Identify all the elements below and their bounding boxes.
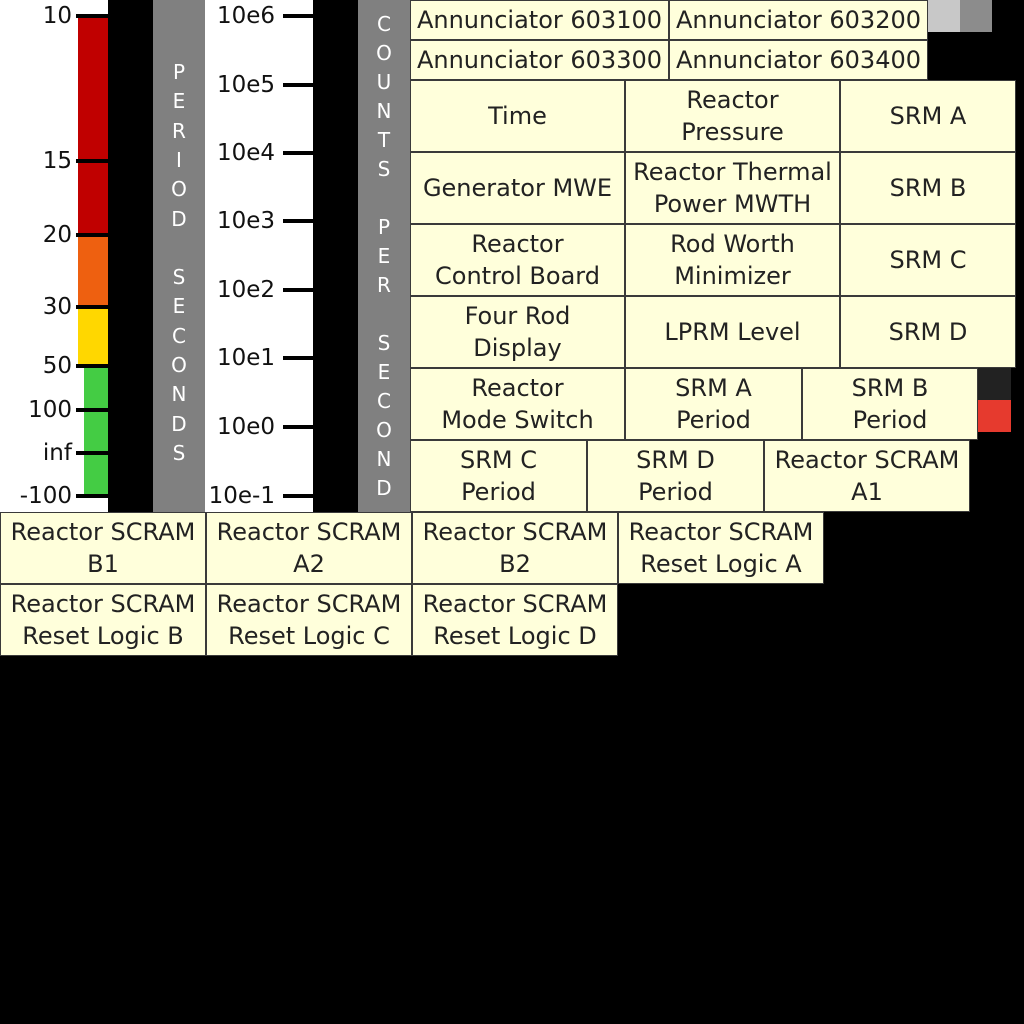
counts-per-second-letter: R <box>377 273 391 297</box>
panel-generator-mwe[interactable]: Generator MWE <box>410 152 625 224</box>
panel-srm-c[interactable]: SRM C <box>840 224 1016 296</box>
panel-reactor-pressure[interactable]: Reactor Pressure <box>625 80 840 152</box>
period-tick-label: 50 <box>42 353 72 379</box>
panel-reactor-scram-a1[interactable]: Reactor SCRAM A1 <box>764 440 970 512</box>
counts-per-second-letter: N <box>376 447 392 471</box>
panel-reactor-scram-reset-logic-d[interactable]: Reactor SCRAM Reset Logic D <box>412 584 618 656</box>
counts-per-second-letter: S <box>377 157 391 181</box>
period-band-red <box>78 14 108 234</box>
annunciator-603300[interactable]: Annunciator 603300 <box>410 40 669 80</box>
period-seconds-letter: O <box>171 177 187 202</box>
period-seconds-letter: C <box>172 323 186 348</box>
counts-tick-mark <box>283 14 313 18</box>
counts-per-second-letter: C <box>377 389 391 413</box>
counts-tick-label: 10e5 <box>216 72 275 98</box>
period-tick-label: -100 <box>19 483 72 509</box>
counts-tick-mark <box>283 356 313 360</box>
panel-reactor-scram-reset-logic-b[interactable]: Reactor SCRAM Reset Logic B <box>0 584 206 656</box>
period-seconds-letter: P <box>172 60 186 84</box>
counts-per-second-letter: P <box>377 215 391 239</box>
panel-reactor-scram-b1[interactable]: Reactor SCRAM B1 <box>0 512 206 584</box>
swatch-mid-gray <box>960 0 992 32</box>
panel-srm-b-period[interactable]: SRM B Period <box>802 368 978 440</box>
panel-reactor-scram-reset-logic-a[interactable]: Reactor SCRAM Reset Logic A <box>618 512 824 584</box>
period-seconds-letter: S <box>172 265 186 290</box>
swatch-light-gray <box>928 0 960 32</box>
period-band-yellow <box>78 308 108 366</box>
panel-srm-d-period[interactable]: SRM D Period <box>587 440 764 512</box>
counts-per-second-letter: E <box>377 360 391 384</box>
period-seconds-letter: S <box>172 440 186 465</box>
period-seconds-letter: I <box>176 147 182 172</box>
period-tick-mark <box>76 305 108 309</box>
period-tick-label: 100 <box>28 397 72 423</box>
annunciator-603200[interactable]: Annunciator 603200 <box>669 0 928 40</box>
panel-srm-a[interactable]: SRM A <box>840 80 1016 152</box>
period-tick-mark <box>76 233 108 237</box>
panel-srm-a-period[interactable]: SRM A Period <box>625 368 802 440</box>
period-band-green <box>84 366 108 496</box>
panel-srm-d[interactable]: SRM D <box>840 296 1016 368</box>
counts-tick-mark <box>283 425 313 429</box>
annunciator-603100[interactable]: Annunciator 603100 <box>410 0 669 40</box>
period-seconds-letter: E <box>172 89 186 114</box>
counts-tick-mark <box>283 219 313 223</box>
counts-tick-label: 10e2 <box>216 277 275 303</box>
panel-srm-c-period[interactable]: SRM C Period <box>410 440 587 512</box>
annunciator-603400[interactable]: Annunciator 603400 <box>669 40 928 80</box>
period-tick-label: inf <box>42 440 72 466</box>
panel-reactor-scram-b2[interactable]: Reactor SCRAM B2 <box>412 512 618 584</box>
panel-time[interactable]: Time <box>410 80 625 152</box>
counts-per-second-letter: U <box>376 70 392 94</box>
panel-four-rod-display[interactable]: Four Rod Display <box>410 296 625 368</box>
counts-tick-label: 10e4 <box>216 140 275 166</box>
counts-per-second-letter: E <box>377 244 391 268</box>
period-tick-mark <box>76 451 108 455</box>
counts-per-second-letter: T <box>377 128 391 152</box>
counts-per-second-letter: S <box>377 331 391 355</box>
counts-per-second-letter: D <box>376 476 392 500</box>
period-tick-mark <box>76 408 108 412</box>
period-tick-mark <box>76 14 108 18</box>
period-band-orange <box>78 234 108 308</box>
counts-tick-mark <box>283 83 313 87</box>
period-tick-label: 10 <box>42 3 72 29</box>
period-seconds-letter: N <box>171 382 187 407</box>
period-seconds-letter: R <box>172 118 186 143</box>
period-seconds-letter: D <box>171 206 187 231</box>
panel-srm-b[interactable]: SRM B <box>840 152 1016 224</box>
counts-tick-label: 10e1 <box>216 345 275 371</box>
period-tick-mark <box>76 494 108 498</box>
period-seconds-letter: E <box>172 294 186 319</box>
panel-reactor-mode-switch[interactable]: Reactor Mode Switch <box>410 368 625 440</box>
period-seconds-letter: D <box>171 411 187 436</box>
counts-tick-mark <box>283 151 313 155</box>
period-tick-mark <box>76 159 108 163</box>
panel-reactor-thermal-power[interactable]: Reactor Thermal Power MWTH <box>625 152 840 224</box>
panel-reactor-scram-a2[interactable]: Reactor SCRAM A2 <box>206 512 412 584</box>
counts-per-second-letter: N <box>376 99 392 123</box>
counts-tick-mark <box>283 494 313 498</box>
swatch-dark <box>978 368 1011 400</box>
panel-reactor-scram-reset-logic-c[interactable]: Reactor SCRAM Reset Logic C <box>206 584 412 656</box>
panel-reactor-control-board[interactable]: Reactor Control Board <box>410 224 625 296</box>
period-tick-label: 30 <box>42 294 72 320</box>
period-tick-mark <box>76 364 108 368</box>
counts-per-second-letter: O <box>376 41 392 65</box>
counts-tick-label: 10e-1 <box>208 483 275 509</box>
panel-rod-worth-minimizer[interactable]: Rod Worth Minimizer <box>625 224 840 296</box>
counts-per-second-letter: C <box>377 12 391 36</box>
period-tick-label: 15 <box>42 148 72 174</box>
counts-tick-mark <box>283 288 313 292</box>
counts-tick-label: 10e3 <box>216 208 275 234</box>
counts-tick-label: 10e0 <box>216 414 275 440</box>
panel-lprm-level[interactable]: LPRM Level <box>625 296 840 368</box>
swatch-red <box>978 400 1011 432</box>
period-seconds-letter: O <box>171 353 187 377</box>
counts-per-second-letter: O <box>376 418 392 442</box>
period-tick-label: 20 <box>42 222 72 248</box>
counts-tick-label: 10e6 <box>216 3 275 29</box>
